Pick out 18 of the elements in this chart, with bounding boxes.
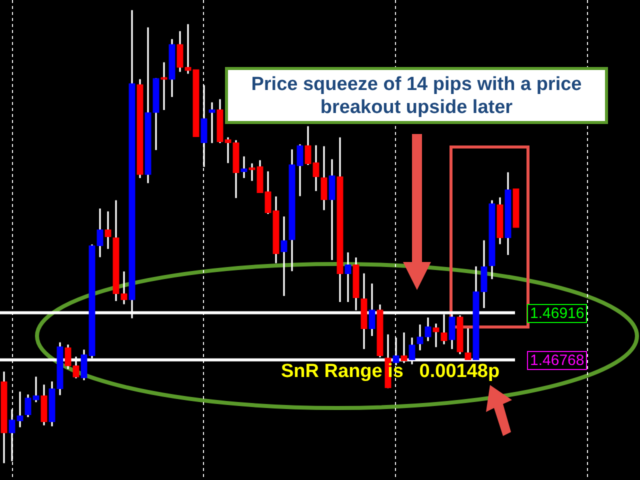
candlestick	[512, 188, 520, 228]
candlestick	[184, 24, 192, 74]
candlestick	[32, 376, 40, 402]
candlestick	[280, 216, 288, 296]
candlestick	[16, 392, 24, 428]
candlestick	[344, 252, 352, 302]
ref-line-label: 1.46916	[527, 304, 588, 323]
candlestick	[432, 324, 440, 348]
annotation: Price squeeze of 14 pips with a price breakout upside later	[225, 67, 608, 124]
candlestick	[208, 102, 216, 144]
candlestick	[192, 69, 200, 138]
candlestick	[104, 211, 112, 249]
candlestick	[224, 137, 232, 164]
candlestick	[120, 271, 128, 304]
ref-line-label: 1.46768	[527, 350, 588, 370]
candlestick	[160, 62, 168, 110]
candlestick	[240, 156, 248, 178]
candlestick	[328, 159, 336, 260]
